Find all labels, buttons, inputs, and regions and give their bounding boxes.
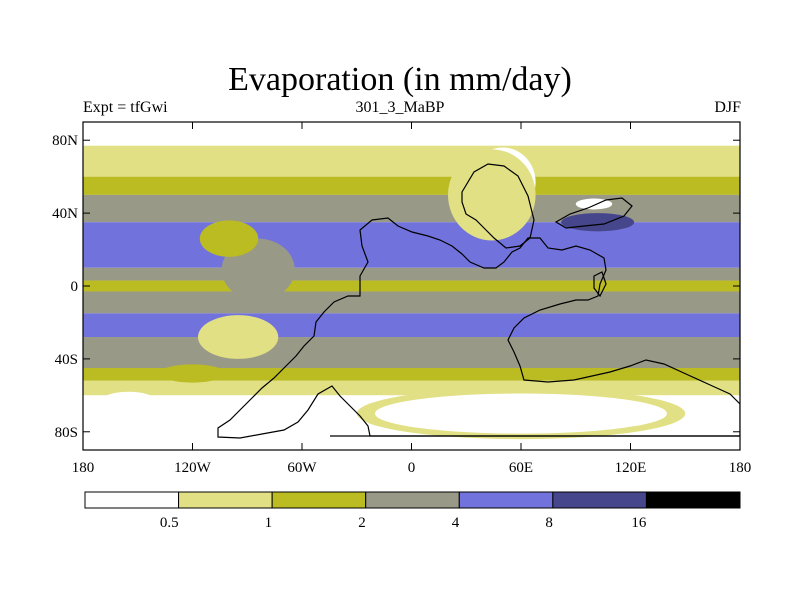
season-label: DJF [714,99,741,116]
x-tick-label: 180 [729,460,752,476]
evaporation-band-10 [83,368,740,381]
northern-continent-fringe [448,149,536,241]
southern-dry-patch-fringe [197,315,279,359]
map-title: Evaporation (in mm/day) [228,61,572,98]
evaporation-band-1 [83,145,740,177]
colorbar-label: 4 [452,515,460,531]
evaporation-band-5 [83,267,740,281]
evaporation-band-2 [83,176,740,195]
y-tick-label: 40S [55,352,78,368]
colorbar-swatch [178,491,273,509]
evaporation-band-11 [83,380,740,396]
small-island-outline [593,271,607,298]
evaporation-band-4 [83,222,740,268]
evaporation-band-8 [83,313,740,338]
colorbar-label: 2 [358,515,366,531]
colorbar-swatch [271,491,367,509]
colorbar-swatch [365,491,460,509]
y-tick-label: 0 [71,279,79,295]
western-continent-interior [199,220,259,257]
colorbar-label: 8 [545,515,553,531]
experiment-label: Expt = tfGwi [83,99,168,116]
x-tick-label: 60E [509,460,533,476]
coastline-outline [217,163,740,439]
x-tick-label: 60W [287,460,317,476]
colorbar-swatch [552,491,647,509]
colorbar: 0.5 1 2 4 8 16 [84,491,741,531]
x-tick-label: 180 [72,460,95,476]
y-tick-label: 80S [55,425,78,441]
northern-continent-outline [461,163,535,249]
period-label: 301_3_MaBP [355,99,445,116]
longitude-axis: 180 120W 60W 0 60E 120E 180 [72,122,752,476]
x-tick-label: 0 [408,460,416,476]
evaporation-band-9 [83,337,740,368]
eastern-island-outline [554,197,633,229]
evaporation-band-0 [83,122,740,146]
coastal-moist-strip [159,364,226,383]
colorbar-label: 16 [631,515,647,531]
evaporation-band-7 [83,291,740,314]
y-tick-label: 40N [52,206,78,222]
colorbar-swatch [458,491,554,509]
colorbar-swatch [84,491,180,509]
x-tick-label: 120W [174,460,212,476]
colorbar-label: 1 [265,515,273,531]
y-tick-label: 80N [52,133,78,149]
colorbar-swatch [645,491,741,509]
southwest-dry-patch [95,391,162,421]
polar-continent [375,393,667,434]
x-tick-label: 120E [615,460,647,476]
colorbar-label: 0.5 [160,515,179,531]
evaporation-band-6 [83,280,740,292]
evaporation-field [83,122,740,450]
latitude-axis: 80N 40N 0 40S 80S [52,133,740,441]
evaporation-band-3 [83,194,740,223]
